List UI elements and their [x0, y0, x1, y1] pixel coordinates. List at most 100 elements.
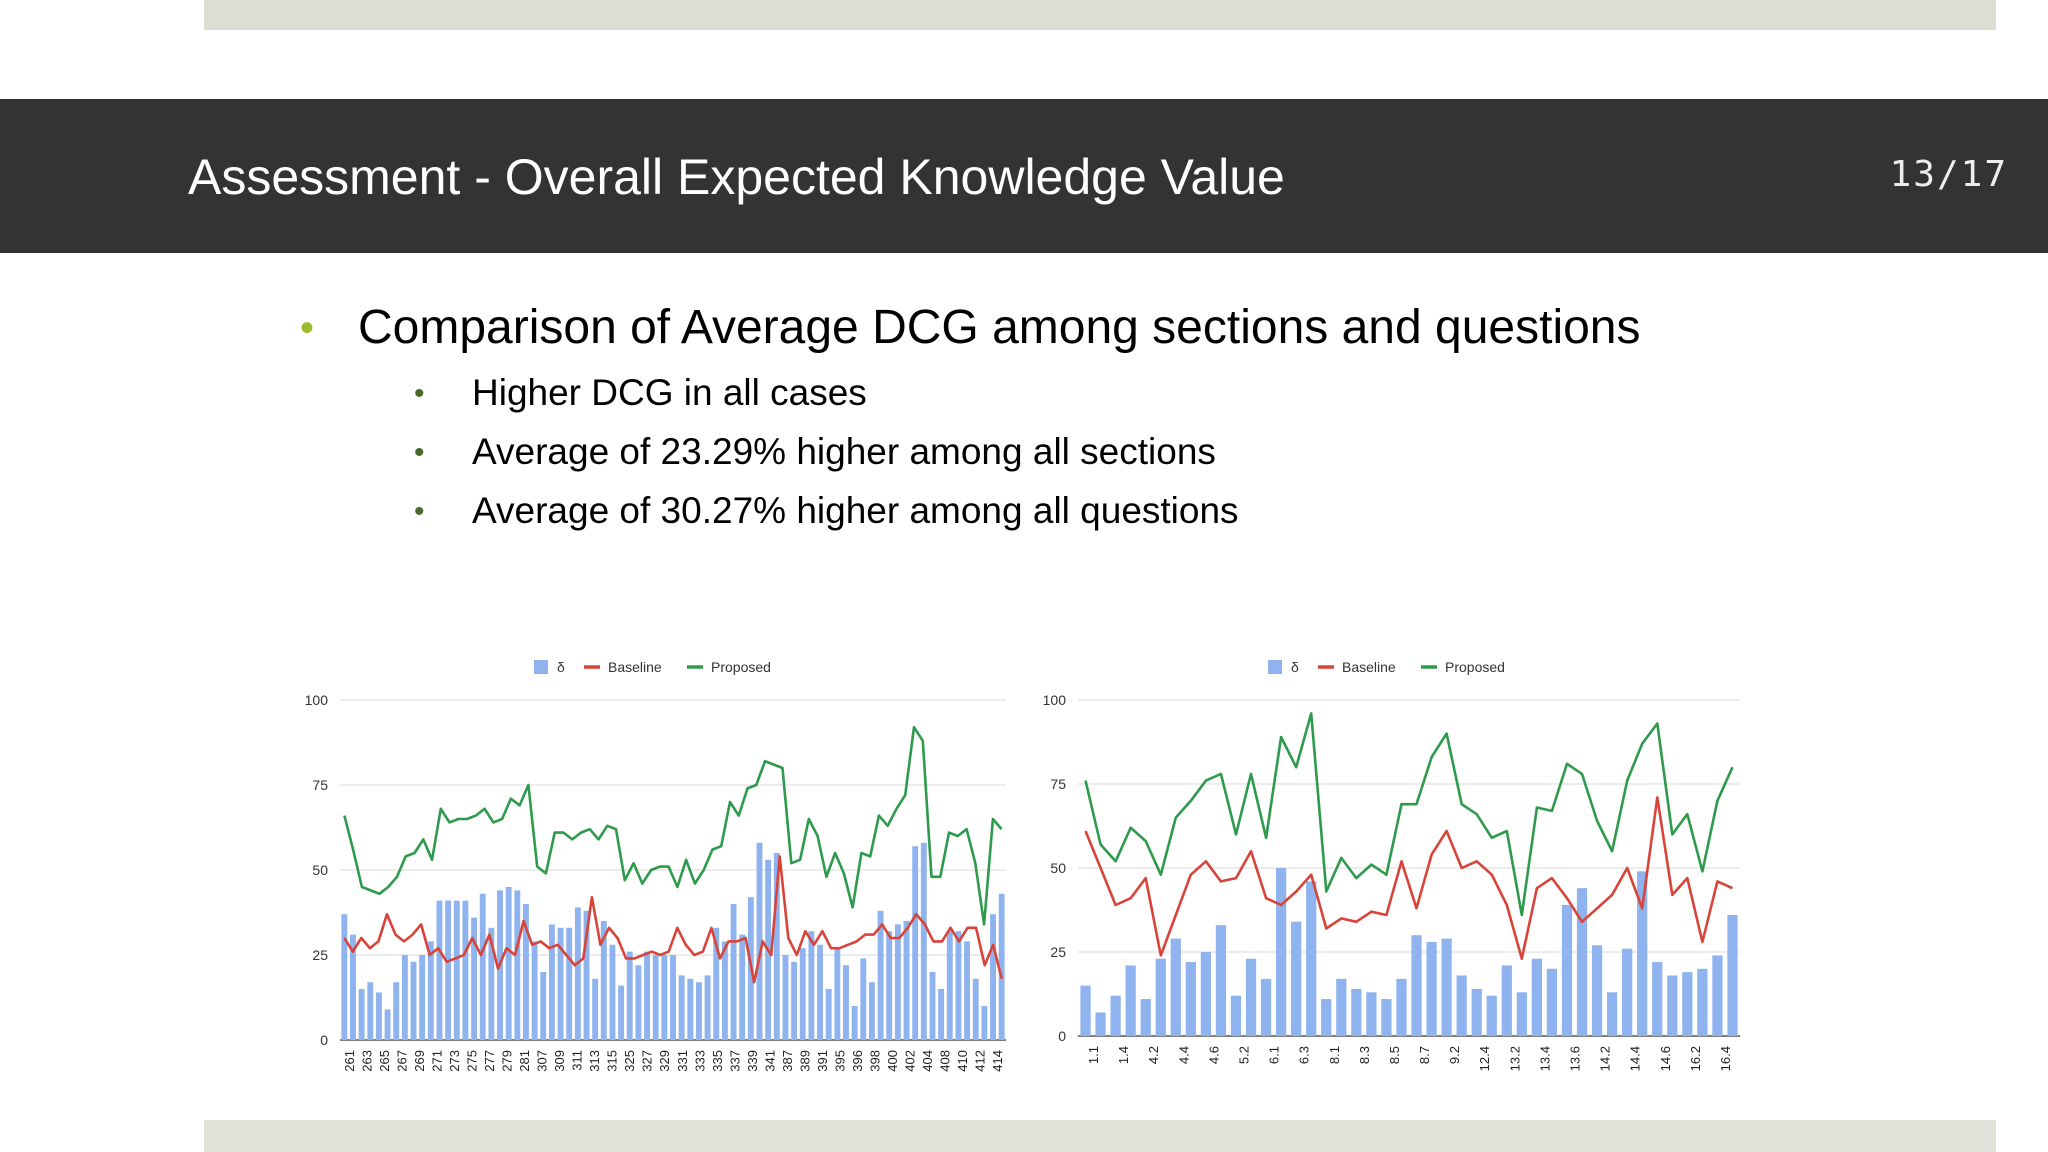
- delta-bar: [557, 927, 564, 1040]
- delta-bar: [427, 941, 434, 1040]
- delta-bar: [1456, 975, 1467, 1036]
- delta-bar: [946, 931, 953, 1040]
- x-tick-label: 389: [797, 1050, 812, 1072]
- delta-bar: [1561, 904, 1573, 1036]
- x-tick-label: 5.2: [1237, 1046, 1252, 1064]
- delta-bar: [1486, 995, 1497, 1036]
- baseline-series-line: [343, 855, 1003, 984]
- delta-bar: [1275, 868, 1287, 1036]
- x-tick-label: 16.4: [1718, 1046, 1733, 1071]
- slide-title: Assessment - Overall Expected Knowledge …: [188, 149, 1285, 205]
- chart-sections: 0 25 50 75 100 261 263 265 267 269 271 273 275 277 279…: [305, 659, 1006, 1072]
- delta-bar: [1591, 945, 1603, 1036]
- delta-bar: [1516, 992, 1527, 1036]
- x-tick-label: 396: [850, 1050, 865, 1072]
- bullet-dot-icon: •: [414, 436, 425, 469]
- delta-bar: [453, 900, 460, 1040]
- delta-bar: [1622, 948, 1633, 1036]
- legend-label: Proposed: [711, 659, 771, 675]
- delta-bar: [600, 921, 607, 1040]
- x-tick-label: 8.7: [1417, 1046, 1432, 1064]
- proposed-series-line: [1084, 712, 1734, 917]
- delta-bar: [696, 982, 702, 1040]
- delta-bar: [1697, 968, 1708, 1036]
- delta-bar: [834, 948, 841, 1040]
- legend-label: Baseline: [1342, 659, 1396, 675]
- y-tick-label: 25: [1050, 944, 1066, 960]
- delta-bar: [462, 900, 469, 1040]
- x-tick-label: 387: [780, 1050, 795, 1072]
- delta-bar: [1200, 952, 1212, 1036]
- legend-label: δ: [1291, 659, 1299, 675]
- delta-bar: [1426, 941, 1437, 1036]
- bullet-dot-icon: •: [414, 377, 425, 410]
- x-tick-label: 414: [990, 1050, 1005, 1072]
- delta-bar: [1306, 881, 1317, 1036]
- delta-bar: [938, 989, 945, 1040]
- sub-bullet-text: Average of 23.29% higher among all secti…: [472, 431, 1216, 472]
- x-tick-label: 329: [657, 1050, 672, 1072]
- x-tick-label: 398: [868, 1050, 883, 1072]
- delta-bar: [808, 931, 815, 1040]
- x-tick-label: 273: [447, 1050, 462, 1072]
- delta-bar: [713, 927, 720, 1040]
- delta-bar: [505, 887, 512, 1040]
- delta-bar: [868, 982, 875, 1040]
- delta-bar: [644, 951, 650, 1040]
- top-band: [204, 0, 1996, 30]
- x-tick-label: 4.2: [1146, 1046, 1161, 1064]
- x-tick-label: 14.6: [1658, 1046, 1673, 1071]
- delta-bar: [393, 982, 400, 1040]
- delta-bar: [1366, 992, 1377, 1036]
- x-tick-label: 13.6: [1568, 1046, 1583, 1071]
- x-tick-label: 313: [587, 1050, 602, 1072]
- x-tick-label: 9.2: [1447, 1046, 1462, 1064]
- x-tick-label: 4.6: [1206, 1046, 1221, 1064]
- delta-bar: [678, 975, 685, 1040]
- proposed-series-line: [343, 725, 1003, 926]
- x-tick-label: 261: [342, 1050, 357, 1072]
- x-tick-label: 13.4: [1537, 1046, 1552, 1071]
- delta-bar: [877, 910, 884, 1040]
- x-tick-label: 281: [517, 1050, 532, 1072]
- delta-bar: [799, 948, 806, 1040]
- delta-bar: [773, 853, 780, 1040]
- delta-bar: [739, 934, 746, 1040]
- delta-bar: [523, 904, 529, 1040]
- x-tick-label: 309: [552, 1050, 567, 1072]
- x-tick-label: 269: [412, 1050, 427, 1072]
- chart-questions: 0 25 50 75 100 1.1 1.4 4.2 4.4 4.6 5.2 6.1 6.3 8.1 8.3…: [1043, 659, 1740, 1071]
- delta-bar: [1351, 988, 1362, 1036]
- y-tick-label: 75: [312, 777, 328, 793]
- legend-label: Baseline: [608, 659, 662, 675]
- delta-bar: [756, 842, 763, 1040]
- x-tick-label: 335: [710, 1050, 725, 1072]
- x-tick-label: 391: [815, 1050, 830, 1072]
- delta-bar: [566, 927, 573, 1040]
- x-tick-label: 277: [482, 1050, 497, 1072]
- delta-bar: [618, 985, 625, 1040]
- x-tick-label: 408: [938, 1050, 953, 1072]
- x-tick-label: 307: [535, 1050, 550, 1072]
- delta-bar: [1260, 978, 1272, 1036]
- y-tick-label: 50: [312, 862, 328, 878]
- delta-bar: [843, 965, 849, 1040]
- delta-bar: [1321, 999, 1332, 1036]
- delta-bar: [471, 917, 478, 1040]
- delta-bar: [592, 978, 599, 1040]
- delta-bar: [670, 955, 676, 1040]
- delta-bar: [791, 961, 798, 1040]
- x-tick-label: 267: [394, 1050, 409, 1072]
- delta-bar: [652, 955, 659, 1040]
- delta-bar: [1336, 978, 1347, 1036]
- x-tick-label: 410: [955, 1050, 970, 1072]
- delta-bar: [704, 975, 711, 1040]
- delta-bar: [903, 921, 910, 1040]
- legend-label: δ: [557, 659, 565, 675]
- x-tick-label: 1.1: [1086, 1046, 1101, 1064]
- delta-bar: [367, 982, 374, 1040]
- x-tick-label: 341: [762, 1050, 777, 1072]
- x-tick-label: 327: [640, 1050, 655, 1072]
- delta-bar: [1411, 935, 1422, 1036]
- delta-bar: [1546, 968, 1558, 1036]
